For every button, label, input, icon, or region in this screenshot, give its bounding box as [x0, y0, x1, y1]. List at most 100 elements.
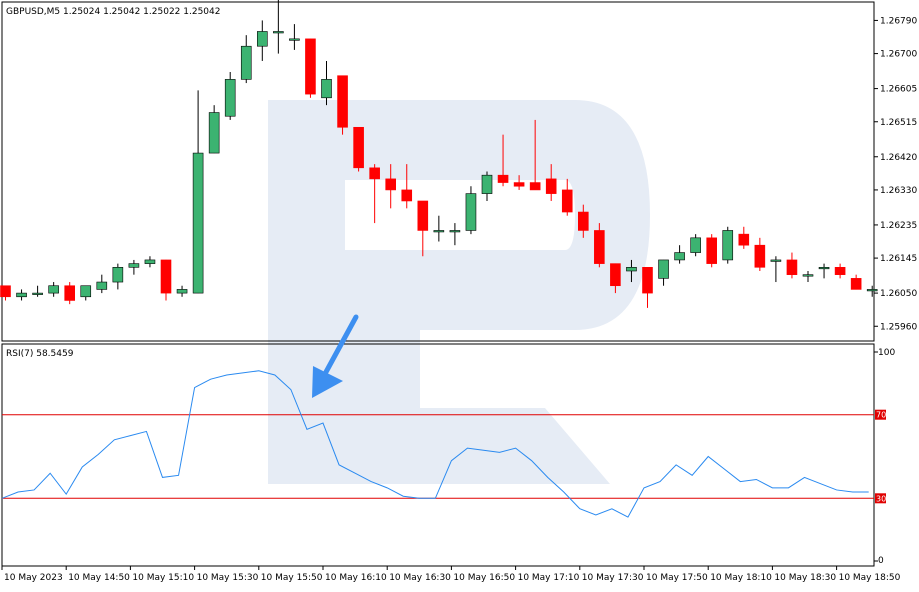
rsi-level-badge [875, 493, 886, 504]
time-tick-label: 10 May 17:50 [646, 573, 708, 583]
candle-body [112, 267, 124, 283]
candle-body [289, 38, 300, 41]
candle [658, 259, 669, 286]
candle-body [353, 126, 364, 169]
candle-body [497, 174, 509, 183]
candle [577, 204, 589, 238]
rsi-tick-label: 100 [878, 348, 895, 358]
candle-body [337, 75, 348, 128]
candle-body [529, 182, 541, 191]
time-tick-label: 10 May 16:50 [453, 573, 515, 583]
candle [16, 289, 27, 301]
candle-body [176, 289, 188, 294]
candle-body [64, 285, 75, 301]
candle-body [240, 45, 252, 80]
candle [417, 200, 429, 257]
candle [401, 164, 413, 209]
rsi-series [1, 370, 869, 518]
time-tick-label: 10 May 18:50 [839, 573, 901, 583]
candle-body [481, 174, 493, 194]
candle [449, 223, 461, 246]
candle [48, 282, 59, 297]
candle-body [754, 244, 766, 268]
candle-body [577, 211, 589, 231]
candle [818, 263, 830, 279]
candle-body [674, 252, 685, 261]
candle-body [80, 285, 92, 298]
price-tick-label: 1.26420 [880, 153, 917, 163]
candle-body [369, 167, 380, 180]
candle [706, 234, 718, 268]
candle-body [96, 281, 108, 290]
candle-body [128, 263, 140, 268]
candle-body [722, 230, 734, 261]
rsi-axis: 100 0 [874, 348, 895, 566]
candle [273, 0, 284, 54]
time-tick-label: 10 May 15:50 [261, 573, 323, 583]
candle [224, 72, 236, 120]
candle [96, 274, 108, 294]
candle-body [0, 285, 11, 298]
candle [481, 171, 493, 201]
candle-body [818, 267, 830, 270]
candle-body [658, 259, 669, 279]
candle [690, 234, 701, 257]
price-tick-label: 1.25960 [880, 322, 917, 332]
candle-body [690, 237, 701, 253]
price-tick-label: 1.26050 [880, 289, 917, 299]
rsi-level-badge [875, 409, 886, 420]
candle-body [738, 233, 750, 246]
candle-body [561, 189, 573, 213]
time-tick-label: 10 May 2023 [4, 573, 63, 583]
candle [112, 263, 124, 290]
candle [0, 285, 11, 301]
candle [305, 38, 316, 98]
candle-body [433, 230, 445, 233]
candle [240, 35, 252, 84]
candle [176, 285, 188, 297]
candle-body [866, 289, 878, 292]
candle-body [401, 189, 413, 202]
candle [128, 259, 140, 275]
candle [144, 256, 156, 268]
arrow-head [312, 366, 343, 398]
candle-body [449, 230, 461, 233]
candle-body [706, 237, 718, 264]
rsi-line [1, 370, 869, 518]
candle [722, 226, 734, 264]
price-panel: GBPUSD,M5 1.25024 1.25042 1.25022 1.2504… [0, 0, 917, 342]
candle [513, 175, 525, 190]
candle [545, 164, 557, 201]
candle [850, 274, 862, 290]
candle-body [224, 79, 236, 117]
candle [385, 164, 397, 209]
candle [770, 256, 782, 283]
price-tick-label: 1.26515 [880, 118, 917, 128]
candle-body [385, 178, 397, 191]
candle [674, 245, 685, 264]
candle [32, 285, 43, 297]
candle-body [610, 263, 621, 287]
candle-body [834, 267, 846, 275]
candle [80, 285, 92, 301]
candle-body [16, 292, 27, 298]
candle-body [208, 112, 220, 154]
candle [754, 237, 766, 271]
time-tick-label: 10 May 16:10 [325, 573, 387, 583]
candle [321, 60, 332, 106]
time-tick-label: 10 May 18:10 [710, 573, 772, 583]
candle [208, 105, 220, 154]
candle [64, 282, 75, 305]
candle-body [48, 285, 59, 294]
time-tick-label: 10 May 14:50 [68, 573, 130, 583]
candle [369, 164, 380, 224]
time-tick-label: 10 May 17:10 [518, 573, 580, 583]
candle [353, 126, 364, 172]
candle-body [802, 274, 814, 277]
rsi-panel-frame [1, 343, 875, 567]
candle-body [305, 38, 316, 95]
candle [529, 119, 541, 191]
candle [192, 90, 204, 294]
rsi-level-label: 30 [876, 494, 886, 503]
